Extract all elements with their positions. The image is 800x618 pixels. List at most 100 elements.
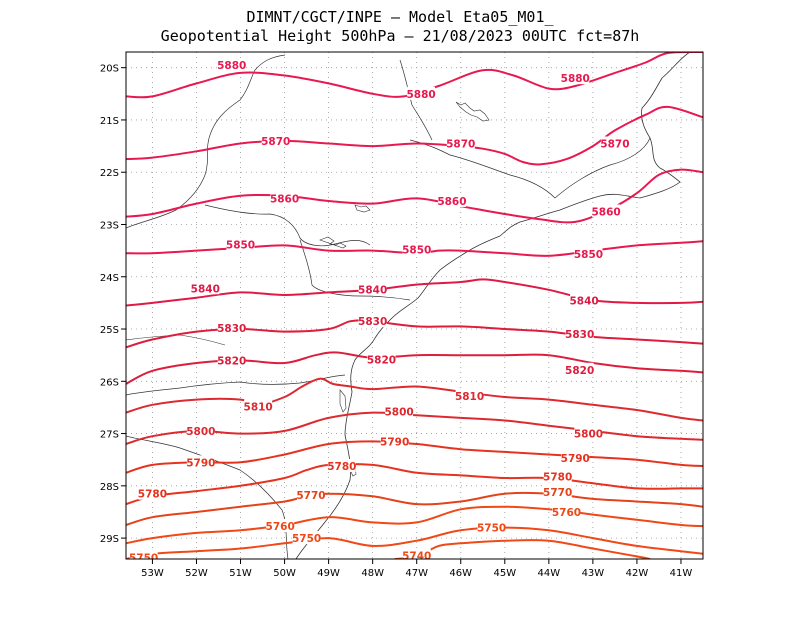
contour-label-bg (226, 237, 255, 251)
contour-label-bg (296, 488, 325, 502)
axis-labels: 53W 52W 51W 50W 49W 48W 47W 46W 45W 44W 43W 42W 41W 2… (100, 64, 692, 579)
contour-5740 (394, 539, 651, 559)
contour-label-5830: 5830 (217, 323, 246, 335)
lagoon (339, 389, 347, 413)
lat-tick-label: 22S (100, 168, 119, 179)
contour-label-5880: 5880 (561, 73, 590, 85)
lon-tick-label: 42W (626, 568, 649, 579)
contour-5870 (126, 105, 703, 166)
contour-label-5870: 5870 (600, 138, 629, 150)
lon-tick-label: 43W (582, 568, 605, 579)
contour-label-5760: 5760 (552, 507, 581, 519)
contour-label-5810: 5810 (455, 391, 484, 403)
contour-label-5820: 5820 (565, 365, 594, 377)
contour-label-5870: 5870 (261, 136, 290, 148)
lon-tick-label: 41W (670, 568, 693, 579)
lon-tick-label: 50W (273, 568, 296, 579)
coastline (295, 52, 691, 559)
lat-tick-label: 26S (100, 377, 119, 388)
lon-tick-label: 49W (317, 568, 340, 579)
contour-5750 (126, 526, 703, 559)
contour-label-5790: 5790 (561, 453, 590, 465)
contour-label-bg (186, 423, 215, 437)
contour-label-bg (552, 504, 581, 518)
lon-tick-label: 51W (229, 568, 252, 579)
contour-label-bg (217, 353, 246, 367)
contour-label-5800: 5800 (384, 407, 413, 419)
contour-label-5850: 5850 (402, 245, 431, 257)
contour-label-5740: 5740 (402, 550, 431, 562)
lat-tick-label: 27S (100, 430, 119, 441)
contour-label-5860: 5860 (270, 193, 299, 205)
contour-label-bg (270, 191, 299, 205)
contour-label-bg (261, 133, 290, 147)
contour-label-5760: 5760 (266, 521, 295, 533)
contour-label-5750: 5750 (129, 552, 158, 564)
contour-label-5850: 5850 (226, 239, 255, 251)
lon-tick-label: 52W (185, 568, 208, 579)
contour-label-bg (186, 455, 215, 469)
contour-label-bg (129, 550, 158, 559)
lon-tick-label: 46W (449, 568, 472, 579)
contour-5760 (126, 505, 703, 545)
contour-label-5880: 5880 (406, 89, 435, 101)
contour-5810 (126, 377, 703, 422)
contour-label-bg (266, 519, 295, 533)
lat-tick-label: 28S (100, 482, 119, 493)
contour-label-5830: 5830 (565, 329, 594, 341)
lon-tick-label: 48W (361, 568, 384, 579)
state-border (126, 54, 286, 229)
contour-label-5860: 5860 (437, 196, 466, 208)
contour-label-bg (437, 193, 466, 207)
title-line-2: Geopotential Height 500hPa – 21/08/2023 … (160, 27, 640, 45)
contour-5880 (126, 52, 703, 99)
contour-label-5780: 5780 (543, 471, 572, 483)
contour-label-bg (358, 314, 387, 328)
contour-label-bg (565, 362, 594, 376)
contour-5830 (126, 319, 703, 349)
contour-label-bg (367, 352, 396, 366)
contour-5780 (126, 463, 703, 506)
lat-tick-label: 24S (100, 273, 119, 284)
contour-label-5880: 5880 (217, 60, 246, 72)
contour-label-bg (574, 246, 603, 260)
contour-label-bg (600, 136, 629, 150)
lat-tick-label: 20S (100, 64, 119, 75)
contour-label-bg (592, 204, 621, 218)
contour-label-bg (292, 531, 321, 545)
contour-label-bg (217, 58, 246, 72)
contour-label-bg (407, 86, 436, 100)
lake (455, 101, 490, 122)
contour-label-5870: 5870 (446, 138, 475, 150)
contour-label-bg (385, 404, 414, 418)
contour-label-bg (402, 242, 431, 256)
contour-label-5790: 5790 (186, 457, 215, 469)
plot-frame (125, 51, 704, 560)
contour-label-bg (138, 486, 167, 500)
contour-label-bg (574, 426, 603, 440)
contour-label-bg (327, 458, 356, 472)
state-border (554, 137, 651, 199)
contour-label-5820: 5820 (367, 354, 396, 366)
lake (354, 204, 371, 213)
contour-label-5820: 5820 (217, 355, 246, 367)
state-border (204, 204, 371, 247)
coastline-and-borders (126, 52, 691, 559)
lon-tick-label: 44W (538, 568, 561, 579)
contour-label-bg (570, 293, 599, 307)
contour-label-bg (561, 71, 590, 85)
contour-labels: 5880 5880 5880 5870 5870 5870 5860 5860 5860 5850… (129, 58, 630, 564)
contour-label-bg (455, 388, 484, 402)
contour-label-bg (380, 434, 409, 448)
contour-label-bg (446, 136, 475, 150)
contour-5770 (126, 491, 703, 526)
contour-label-5840: 5840 (191, 283, 220, 295)
contour-label-bg (358, 282, 387, 296)
contour-label-bg (561, 451, 590, 465)
contour-5840 (126, 278, 703, 307)
contour-label-5830: 5830 (358, 316, 387, 328)
lat-tick-label: 23S (100, 220, 119, 231)
contour-label-5780: 5780 (138, 489, 167, 501)
lat-tick-label: 29S (100, 534, 119, 545)
